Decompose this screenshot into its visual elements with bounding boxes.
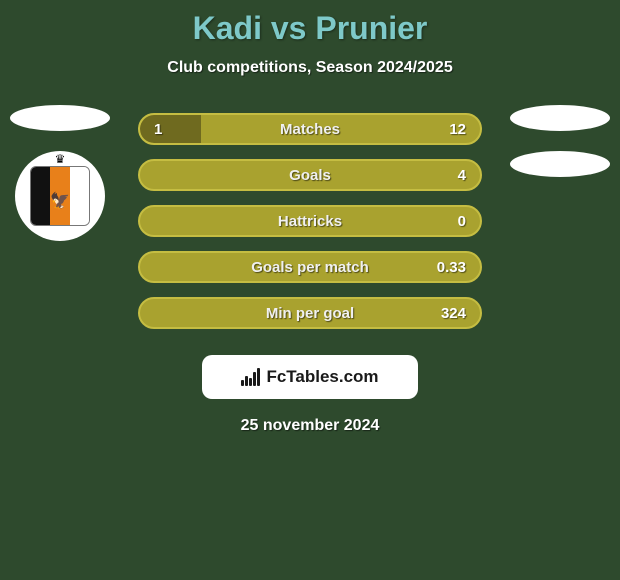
stat-row: Min per goal324 (138, 297, 482, 329)
badge-stripe-1 (31, 167, 50, 225)
stat-label: Goals (140, 167, 480, 184)
brand-logo: FcTables.com (202, 355, 418, 399)
stat-right-value: 0.33 (437, 259, 466, 276)
left-player-name-ellipse (10, 105, 110, 131)
stat-label: Hattricks (140, 213, 480, 230)
chart-icon (241, 368, 260, 386)
stat-right-value: 12 (449, 121, 466, 138)
eagle-icon: 🦅 (50, 191, 70, 211)
stat-label: Matches (140, 121, 480, 138)
crown-icon: ♛ (55, 153, 66, 165)
stat-label: Goals per match (140, 259, 480, 276)
stat-right-value: 0 (458, 213, 466, 230)
stat-row: Goals per match0.33 (138, 251, 482, 283)
stat-row: Matches1 12 (138, 113, 482, 145)
badge-inner: ♛ 🦅 (25, 161, 95, 231)
stat-row: Goals4 (138, 159, 482, 191)
page-title: Kadi vs Prunier (0, 0, 620, 47)
left-club-badge: ♛ 🦅 (15, 151, 105, 241)
stat-right-value: 324 (441, 305, 466, 322)
footer-date: 25 november 2024 (0, 417, 620, 435)
stat-label: Min per goal (140, 305, 480, 322)
stat-rows: Matches1 12 Goals4 Hattricks0 Goals per matc… (138, 113, 482, 329)
comparison-card: Kadi vs Prunier Club competitions, Seaso… (0, 0, 620, 580)
left-player-column: ♛ 🦅 (10, 105, 110, 241)
brand-text: FcTables.com (266, 367, 378, 387)
right-club-ellipse (510, 151, 610, 177)
stat-left-value: 1 (154, 121, 162, 138)
stat-right-value: 4 (458, 167, 466, 184)
page-subtitle: Club competitions, Season 2024/2025 (0, 59, 620, 77)
right-player-column (510, 105, 610, 177)
chart-area: ♛ 🦅 Matches1 12 Goals4 Hattricks0 Goals per … (0, 113, 620, 329)
badge-stripe-3 (70, 167, 89, 225)
stat-row: Hattricks0 (138, 205, 482, 237)
right-player-name-ellipse (510, 105, 610, 131)
